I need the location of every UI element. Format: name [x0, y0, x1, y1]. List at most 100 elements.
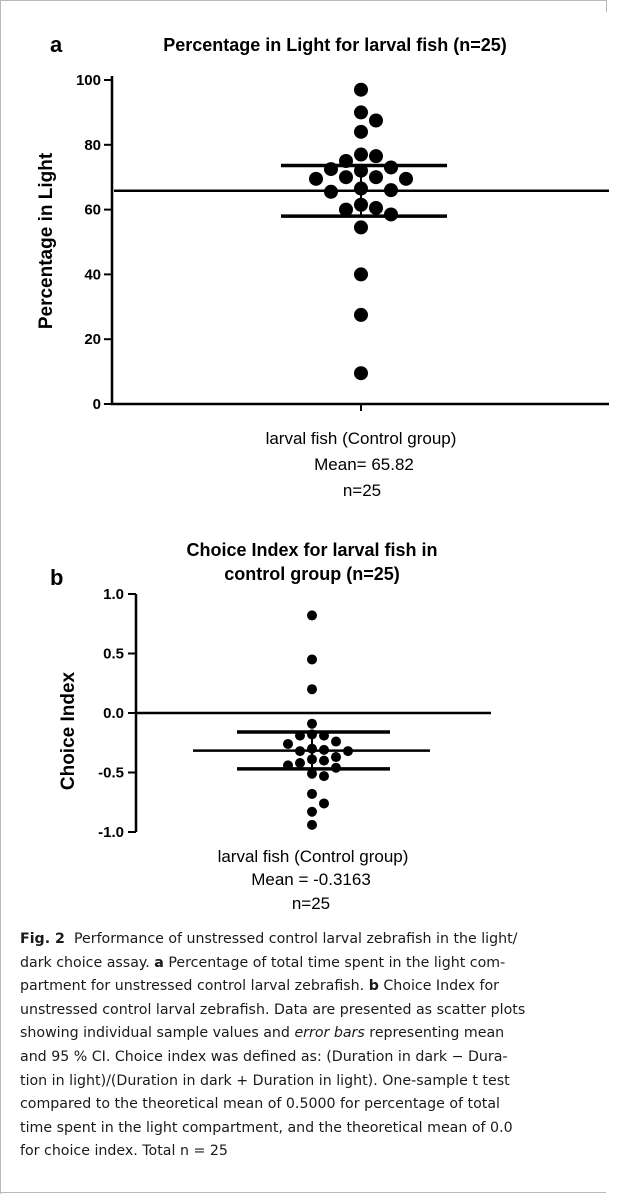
panel-b-data-point	[331, 762, 341, 773]
panel-b-data-point	[307, 788, 317, 799]
panel-a-data-point	[369, 200, 383, 215]
panel-a-points	[309, 82, 413, 381]
panel-b-data-point	[307, 610, 317, 621]
panel-a-title: Percentage in Light for larval fish (n=2…	[163, 35, 507, 55]
panel-a-y-ticks: 0 20 40 60 80 100	[76, 72, 112, 413]
panel-b-data-point	[307, 754, 317, 765]
panel-b-points	[283, 610, 353, 830]
panel-a-mean-label: Mean= 65.82	[314, 455, 414, 474]
panel-b-data-point	[283, 760, 293, 771]
panel-a-data-point	[339, 154, 353, 168]
caption-line-8: representing mean	[369, 1025, 505, 1042]
panel-b-y-tick-label: 0.0	[103, 705, 124, 722]
caption-line-1: Performance of unstressed control larval…	[73, 931, 518, 947]
panel-a-data-point	[309, 171, 323, 186]
panel-a-data-point	[354, 163, 368, 178]
panel-a-data-point	[354, 366, 368, 381]
caption-fig-label: Fig. 2	[20, 931, 65, 947]
caption-error-bars: error bars	[294, 1025, 365, 1042]
caption-line-9: and 95 % CI. Choice index was defined as…	[20, 1048, 508, 1065]
panel-b-y-tick-label: -1.0	[98, 824, 124, 841]
caption-letter-a: a	[154, 954, 164, 971]
panel-b-y-axis-label: Choice Index	[58, 671, 79, 790]
frame-bottom-border	[0, 1192, 606, 1193]
panel-a-data-point	[354, 147, 368, 162]
caption-line-5: Choice Index for	[383, 978, 500, 995]
panel-b-data-point	[295, 730, 305, 741]
panel-a-data-point	[324, 162, 338, 177]
panel-b-data-point	[307, 806, 317, 817]
panel-a-y-tick-label: 40	[84, 266, 101, 283]
panel-a-y-axis-label: Percentage in Light	[36, 152, 57, 329]
panel-a-data-point	[369, 170, 383, 185]
panel-a-y-tick-label: 0	[93, 396, 101, 413]
panel-b-n-label: n=25	[292, 894, 330, 913]
panel-a-letter: a	[50, 32, 63, 57]
panel-b-y-tick-label: 0.5	[103, 646, 124, 663]
panel-b-data-point	[331, 752, 341, 763]
panel-b-data-point	[319, 798, 329, 809]
caption-line-7: showing individual sample values and	[20, 1025, 290, 1042]
panel-a-data-point	[384, 207, 398, 222]
panel-b-title-line-1: Choice Index for larval fish in	[186, 540, 437, 560]
caption-line-11: compared to the theoretical mean of 0.50…	[20, 1096, 500, 1113]
frame-right-border	[606, 0, 607, 12]
panel-b-data-point	[295, 746, 305, 757]
panel-b-data-point	[343, 746, 353, 757]
panel-b-data-point	[319, 744, 329, 755]
panel-b-y-ticks: -1.0 -0.5 0.0 0.5 1.0	[98, 586, 136, 841]
panel-a-y-tick-label: 100	[76, 72, 101, 89]
figure-caption: Fig. 2 Performance of unstressed control…	[20, 928, 600, 1164]
panel-a-data-point	[339, 202, 353, 217]
panel-b-data-point	[319, 730, 329, 741]
panel-b-data-point	[319, 771, 329, 782]
panel-a-data-point	[354, 220, 368, 235]
panel-a-data-point	[384, 183, 398, 198]
panel-b-data-point	[307, 819, 317, 830]
panel-a-data-point	[354, 124, 368, 139]
panel-a-data-point	[384, 160, 398, 175]
frame-left-border	[0, 0, 1, 1194]
panel-a-y-tick-label: 60	[84, 202, 101, 219]
panel-b-data-point	[307, 743, 317, 754]
frame-top-border	[0, 0, 606, 1]
panel-a-data-point	[369, 149, 383, 164]
caption-line-2: dark choice assay.	[20, 954, 150, 971]
panel-b-data-point	[307, 729, 317, 740]
panel-b-y-tick-label: 1.0	[103, 586, 124, 603]
panel-a-n-label: n=25	[343, 481, 381, 500]
panel-b-data-point	[331, 736, 341, 747]
panel-b-data-point	[319, 755, 329, 766]
panel-b-data-point	[307, 654, 317, 665]
panel-b-category-label: larval fish (Control group)	[218, 847, 409, 866]
figure-svg: a Percentage in Light for larval fish (n…	[36, 32, 609, 913]
panel-a-category-label: larval fish (Control group)	[266, 429, 457, 448]
panel-a: a Percentage in Light for larval fish (n…	[36, 32, 609, 500]
panel-b-title-line-2: control group (n=25)	[224, 564, 400, 584]
panel-a-data-point	[399, 171, 413, 186]
panel-a-data-point	[354, 197, 368, 212]
panel-a-y-tick-label: 20	[84, 331, 101, 348]
panel-b-data-point	[295, 757, 305, 768]
panel-b: b Choice Index for larval fish in contro…	[50, 540, 491, 913]
panel-b-y-tick-label: -0.5	[98, 765, 124, 782]
panel-b-mean-label: Mean = -0.3163	[251, 870, 371, 889]
panel-b-data-point	[307, 768, 317, 779]
panel-a-data-point	[354, 105, 368, 120]
panel-a-data-point	[354, 267, 368, 282]
caption-line-3: Percentage of total time spent in the li…	[168, 954, 506, 971]
panel-b-data-point	[307, 718, 317, 729]
panel-a-data-point	[339, 170, 353, 185]
panel-a-data-point	[354, 181, 368, 196]
panel-b-data-point	[307, 684, 317, 695]
caption-line-6: unstressed control larval zebrafish. Dat…	[20, 1001, 526, 1018]
caption-letter-b: b	[368, 978, 379, 995]
caption-line-13: for choice index. Total n = 25	[20, 1143, 228, 1160]
panel-b-letter: b	[50, 565, 63, 590]
caption-line-10: tion in light)/(Duration in dark + Durat…	[20, 1072, 510, 1089]
caption-line-12: time spent in the light compartment, and…	[20, 1119, 513, 1136]
panel-a-data-point	[354, 307, 368, 322]
panel-a-data-point	[324, 184, 338, 199]
panel-a-data-point	[369, 113, 383, 128]
caption-line-4: partment for unstressed control larval z…	[20, 978, 365, 995]
